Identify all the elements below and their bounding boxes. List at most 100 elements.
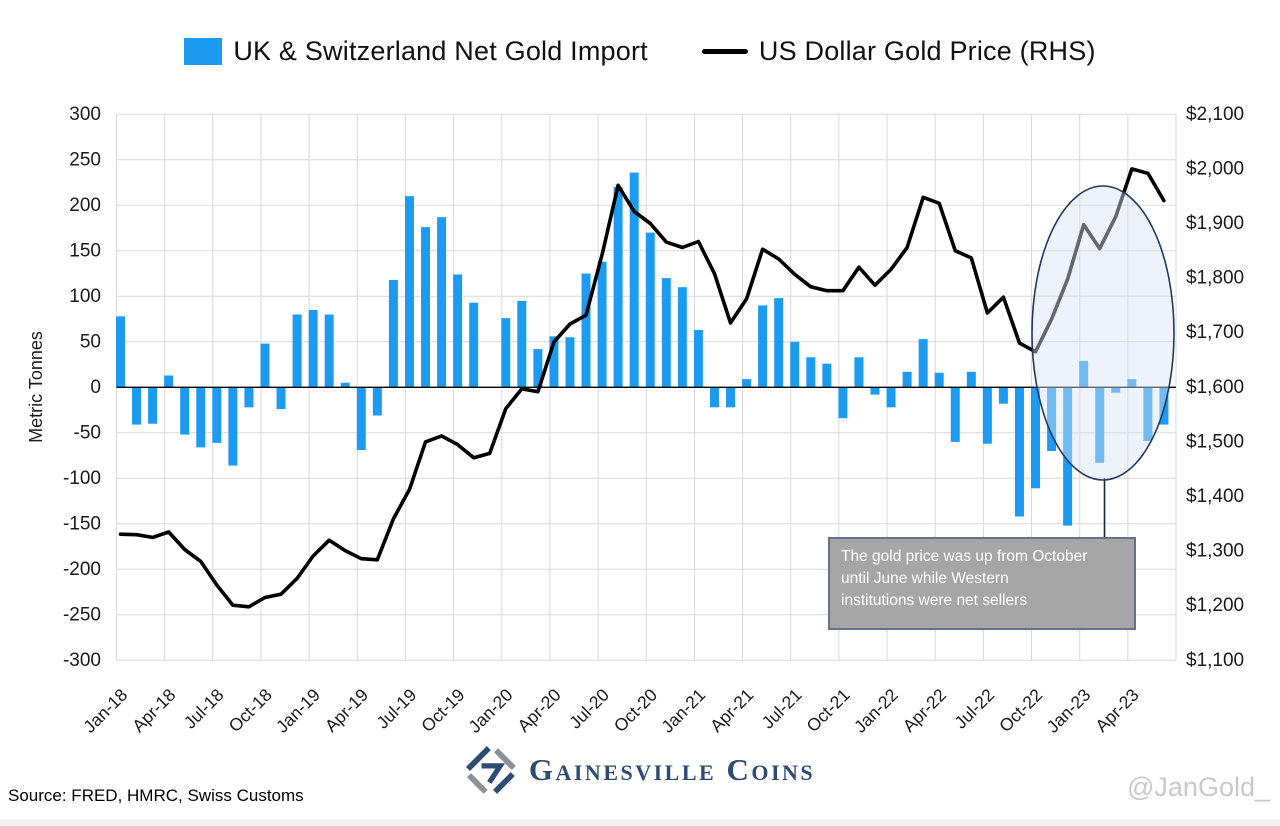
bar	[356, 387, 366, 451]
left-tick-label: -100	[63, 468, 101, 489]
bar	[1111, 387, 1121, 393]
watermark-handle: @JanGold_	[1127, 772, 1270, 802]
bar	[1063, 387, 1073, 526]
x-tick-label: Oct-21	[802, 685, 853, 736]
x-tick-label: Oct-19	[417, 685, 468, 736]
bar	[629, 172, 639, 388]
x-tick-label: Jan-21	[657, 685, 709, 737]
bar	[180, 387, 190, 435]
x-tick-label: Jan-18	[79, 685, 131, 737]
right-tick-label: $1,900	[1186, 213, 1244, 234]
bar	[998, 387, 1008, 404]
annotation-line-2: until June while Western	[841, 570, 1009, 588]
left-tick-label: 150	[69, 240, 101, 261]
bar	[966, 371, 976, 388]
left-tick-label: 250	[69, 149, 101, 170]
x-tick-label: Apr-20	[513, 685, 564, 736]
left-tick-label: -250	[63, 604, 101, 625]
bar	[726, 387, 736, 408]
bar	[661, 278, 671, 388]
right-tick-label: $1,700	[1186, 322, 1244, 343]
bar	[469, 302, 479, 388]
bar	[581, 273, 591, 388]
right-tick-label: $1,400	[1186, 486, 1244, 507]
source-note: Source: FRED, HMRC, Swiss Customs	[8, 786, 304, 805]
x-tick-label: Jan-19	[272, 685, 324, 737]
bar	[677, 287, 687, 388]
bar	[774, 298, 784, 388]
gold-price-line	[118, 167, 1166, 609]
left-tick-label: -300	[63, 650, 101, 671]
bar	[501, 318, 511, 388]
gainesville-coins-logo-icon	[465, 746, 516, 794]
x-tick-label: Jul-21	[758, 685, 806, 733]
bar	[164, 375, 174, 388]
bar	[597, 261, 607, 388]
bar-series-label: UK & Switzerland Net Gold Import	[233, 35, 648, 66]
bar	[1014, 387, 1024, 517]
bar	[404, 196, 414, 388]
left-axis-ticks: 300 250 200 150 100 50 0 -50 -100 -150 -200 -250 -30…	[63, 104, 101, 671]
x-tick-label: Jul-19	[372, 685, 420, 733]
left-tick-label: 200	[69, 195, 101, 216]
left-tick-label: 100	[69, 286, 101, 307]
bar	[918, 339, 928, 388]
brand-name: Gainesville Coins	[528, 752, 816, 787]
left-tick-label: 50	[80, 331, 101, 352]
x-tick-label: Oct-18	[225, 685, 276, 736]
annotation-line-3: institutions were net sellers	[841, 592, 1028, 610]
bottom-edge-strip	[0, 819, 1280, 826]
x-tick-label: Oct-22	[995, 685, 1046, 736]
right-axis-ticks: $2,100 $2,000 $1,900 $1,800 $1,700 $1,600 $1,5…	[1186, 104, 1244, 671]
legend-item-line: US Dollar Gold Price (RHS)	[701, 35, 1096, 67]
bar	[549, 336, 559, 388]
x-tick-label: Apr-21	[706, 685, 757, 736]
x-tick-label: Apr-19	[321, 685, 372, 736]
x-tick-label: Jul-20	[565, 685, 613, 733]
bar	[437, 217, 447, 388]
bar	[693, 329, 703, 388]
bar	[533, 349, 543, 388]
bar	[886, 387, 896, 408]
bar	[148, 387, 158, 424]
right-tick-label: $1,500	[1186, 431, 1244, 452]
x-tick-label: Oct-20	[610, 685, 661, 736]
bar	[132, 387, 142, 425]
bar	[613, 187, 623, 388]
bar	[1047, 387, 1057, 451]
bar	[806, 357, 816, 388]
bar	[1127, 379, 1137, 388]
legend-item-bars: UK & Switzerland Net Gold Import	[184, 36, 648, 67]
right-tick-label: $2,000	[1186, 158, 1244, 179]
bar	[228, 387, 238, 466]
x-tick-label: Jul-18	[180, 685, 228, 733]
right-tick-label: $1,300	[1186, 541, 1244, 562]
line-series-swatch	[701, 48, 748, 54]
bar	[308, 309, 318, 388]
left-tick-label: 300	[69, 104, 101, 125]
highlight-ellipse	[1031, 185, 1175, 481]
bar	[790, 341, 800, 388]
brand-footer: Gainesville Coins	[465, 744, 815, 796]
x-tick-label: Jan-23	[1043, 685, 1095, 737]
bar	[116, 316, 125, 388]
line-series-label: US Dollar Gold Price (RHS)	[758, 35, 1096, 66]
x-tick-label: Apr-18	[128, 685, 179, 736]
bar	[709, 387, 719, 408]
bar	[645, 232, 655, 388]
x-tick-label: Jul-22	[950, 685, 998, 733]
bar	[950, 387, 960, 442]
left-tick-label: 0	[90, 377, 101, 398]
right-tick-label: $1,800	[1186, 268, 1244, 289]
left-tick-label: -50	[74, 422, 101, 443]
legend: UK & Switzerland Net Gold Import US Doll…	[0, 28, 1280, 74]
bar	[212, 387, 222, 443]
bar	[324, 314, 334, 388]
left-tick-label: -200	[63, 559, 101, 580]
bar-series-swatch	[184, 37, 223, 65]
bar	[372, 387, 382, 416]
bar	[902, 371, 912, 388]
